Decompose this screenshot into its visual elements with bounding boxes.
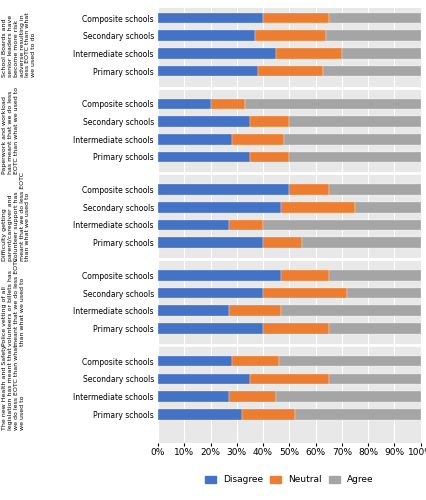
Bar bbox=[158, 13, 262, 24]
Bar bbox=[231, 134, 283, 144]
Bar bbox=[244, 98, 420, 109]
Bar bbox=[288, 152, 420, 162]
Bar bbox=[262, 323, 328, 334]
Bar bbox=[158, 98, 210, 109]
Bar bbox=[328, 323, 420, 334]
Bar bbox=[328, 13, 420, 24]
Bar bbox=[262, 13, 328, 24]
Bar bbox=[294, 409, 420, 420]
Bar bbox=[325, 30, 420, 41]
Bar bbox=[341, 48, 420, 59]
Text: School Boards and
senior leaders have
become more risk
adverse resulting in
less: School Boards and senior leaders have be… bbox=[2, 12, 36, 77]
Bar bbox=[228, 306, 281, 316]
Text: Difficulty getting
parent/caregiver and
volunteer support has
meant that we do l: Difficulty getting parent/caregiver and … bbox=[2, 172, 30, 260]
Bar bbox=[257, 66, 322, 76]
Bar bbox=[354, 202, 420, 212]
Bar bbox=[346, 288, 420, 298]
Bar bbox=[158, 184, 288, 195]
Bar bbox=[278, 356, 420, 366]
Bar bbox=[281, 270, 328, 280]
Bar bbox=[158, 48, 276, 59]
Bar bbox=[249, 116, 288, 127]
Bar bbox=[158, 66, 257, 76]
Bar bbox=[328, 270, 420, 280]
Text: The new Health and Safety
legislation has meant that
we do less EOTC than what
w: The new Health and Safety legislation ha… bbox=[2, 345, 24, 430]
Bar bbox=[158, 134, 231, 144]
Bar bbox=[158, 374, 249, 384]
Bar bbox=[281, 306, 420, 316]
Bar bbox=[158, 391, 228, 402]
Bar bbox=[158, 152, 249, 162]
Bar bbox=[158, 30, 255, 41]
Bar bbox=[281, 202, 354, 212]
Text: Paperwork and workload
has meant that we do less
EOTC than what we used to: Paperwork and workload has meant that we… bbox=[2, 87, 19, 174]
Text: Police vetting of all
volunteers or billets has
meant that we do less EOTC
than : Police vetting of all volunteers or bill… bbox=[2, 258, 24, 346]
Bar bbox=[276, 391, 420, 402]
Bar bbox=[158, 270, 281, 280]
Bar bbox=[262, 288, 346, 298]
Bar bbox=[242, 409, 294, 420]
Bar bbox=[158, 238, 262, 248]
Bar bbox=[322, 66, 420, 76]
Bar bbox=[249, 374, 328, 384]
Bar bbox=[158, 323, 262, 334]
Bar bbox=[158, 202, 281, 212]
Bar bbox=[283, 134, 420, 144]
Bar bbox=[249, 152, 288, 162]
Bar bbox=[262, 238, 302, 248]
Bar bbox=[231, 356, 278, 366]
Bar bbox=[288, 184, 328, 195]
Bar bbox=[158, 220, 228, 230]
Bar bbox=[262, 220, 420, 230]
Bar bbox=[228, 391, 276, 402]
Bar bbox=[158, 356, 231, 366]
Bar bbox=[302, 238, 420, 248]
Bar bbox=[158, 116, 249, 127]
Bar bbox=[328, 184, 420, 195]
Bar bbox=[276, 48, 341, 59]
Legend: Disagree, Neutral, Agree: Disagree, Neutral, Agree bbox=[201, 472, 377, 488]
Bar bbox=[328, 374, 420, 384]
Bar bbox=[210, 98, 244, 109]
Bar bbox=[158, 409, 242, 420]
Bar bbox=[158, 306, 228, 316]
Bar bbox=[158, 288, 262, 298]
Bar bbox=[288, 116, 420, 127]
Bar bbox=[228, 220, 262, 230]
Bar bbox=[255, 30, 325, 41]
